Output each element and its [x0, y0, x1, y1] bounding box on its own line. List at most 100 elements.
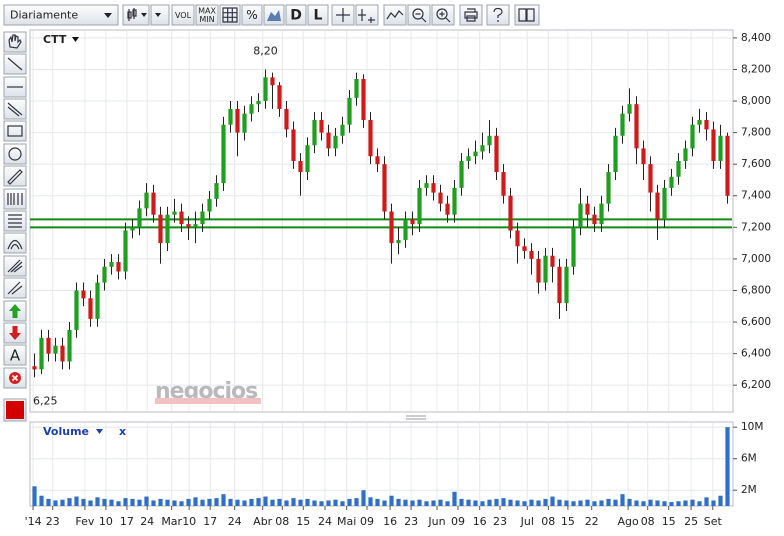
d-label: D [290, 8, 302, 24]
x-tick-label: Ago [617, 515, 639, 528]
rectangle-icon [7, 125, 23, 137]
candle-body [53, 345, 58, 354]
volume-bar [144, 496, 149, 506]
max-label: MAX [198, 7, 216, 16]
fibonacci-tool[interactable] [3, 188, 27, 210]
arc-tool[interactable] [3, 232, 27, 254]
volume-bar [74, 496, 79, 506]
volume-bar [704, 497, 709, 506]
y-tick-label: 7,200 [741, 221, 771, 233]
dollar-tool[interactable] [3, 277, 27, 299]
x-tick-label: 17 [120, 515, 134, 528]
volume-bar [557, 499, 562, 506]
volume-bar [326, 500, 331, 506]
x-tick-label: 08 [275, 515, 289, 528]
fan-tool[interactable] [3, 255, 27, 277]
grid-button[interactable] [219, 4, 241, 26]
levels-tool[interactable] [3, 210, 27, 232]
zoom-in-button[interactable] [431, 4, 455, 26]
print-button[interactable] [459, 4, 483, 26]
y-tick-label: 7,800 [741, 127, 771, 139]
volume-close[interactable]: x [119, 425, 126, 438]
volume-bar [256, 498, 261, 506]
text-tool-label: A [10, 347, 21, 365]
y-tick-label: 6,800 [741, 284, 771, 296]
candle-body [536, 258, 541, 283]
pencil-tool[interactable] [3, 165, 27, 187]
text-tool[interactable] [3, 344, 27, 366]
period-label: Diariamente [10, 9, 78, 22]
volume-bar [312, 500, 317, 506]
candle-body [67, 329, 72, 362]
candle-body [228, 108, 233, 125]
candle-body [39, 337, 44, 370]
maxmin-button[interactable] [195, 4, 219, 26]
x-tick-label: 08 [641, 515, 655, 528]
fan-icon [7, 259, 23, 273]
candle-body [501, 172, 506, 196]
candle-body [494, 135, 499, 173]
trend-line-icon [7, 57, 23, 71]
x-tick-label: Set [704, 515, 723, 528]
rectangle-tool[interactable] [3, 120, 27, 142]
candle-body [466, 156, 471, 162]
x-tick-label: 24 [228, 515, 242, 528]
volume-bar [291, 498, 296, 506]
candle-body [389, 211, 394, 244]
pencil-icon [7, 169, 23, 185]
x-tick-label: Mai [337, 515, 356, 528]
period-select[interactable] [3, 4, 119, 26]
vol-button[interactable] [171, 4, 195, 26]
d-button[interactable] [285, 4, 307, 26]
candle-body [620, 113, 625, 136]
parallel-icon [7, 102, 23, 117]
volume-bar [690, 499, 695, 506]
candle-body [109, 262, 114, 267]
candle-body [235, 108, 240, 133]
bar-type-button[interactable] [150, 4, 170, 26]
symbol-label: CTT [43, 33, 67, 46]
percent-label: % [246, 8, 257, 22]
volume-bar [522, 501, 527, 506]
vol-label: VOL [175, 11, 192, 20]
volume-bar [543, 498, 548, 506]
x-tick-label: 23 [493, 515, 507, 528]
pane-splitter[interactable] [406, 415, 426, 420]
zigzag-button[interactable] [383, 4, 407, 26]
volume-bar [242, 500, 247, 506]
volume-bar [403, 499, 408, 506]
candle-body [683, 148, 688, 162]
zoom-out-button[interactable] [407, 4, 431, 26]
volume-bar [424, 501, 429, 506]
volume-bar [340, 501, 345, 506]
x-tick-label: 09 [360, 515, 374, 528]
plot-layer: 6,200 6,400 6,600 6,800 7,000 7,200 7,400 7,600… [25, 31, 771, 528]
candle-body [179, 211, 184, 225]
volume-bar [95, 497, 100, 506]
candle-body [46, 337, 51, 354]
volume-bar [60, 499, 65, 506]
y-tick-label: 2M [741, 484, 757, 496]
candle-body [648, 164, 653, 193]
candle-icon [127, 8, 137, 21]
symbol-dropdown[interactable] [72, 37, 79, 42]
candle-body [284, 108, 289, 130]
candle-body [452, 187, 457, 215]
volume-bar [683, 500, 688, 506]
volume-bar [165, 499, 170, 506]
volume-bar [382, 500, 387, 506]
volume-dropdown[interactable] [96, 429, 103, 434]
min-label: MIN [199, 15, 214, 24]
candle-body [613, 135, 618, 173]
candle-body [214, 183, 219, 199]
percent-button[interactable] [241, 4, 263, 26]
ellipse-tool[interactable] [3, 143, 27, 165]
l-button[interactable] [307, 4, 329, 26]
candle-body [529, 250, 534, 259]
zoom-out-icon [415, 13, 427, 23]
volume-bar [529, 499, 534, 506]
volume-bar [130, 498, 135, 506]
candle-body [137, 208, 142, 228]
x-tick-label: 23 [46, 515, 60, 528]
